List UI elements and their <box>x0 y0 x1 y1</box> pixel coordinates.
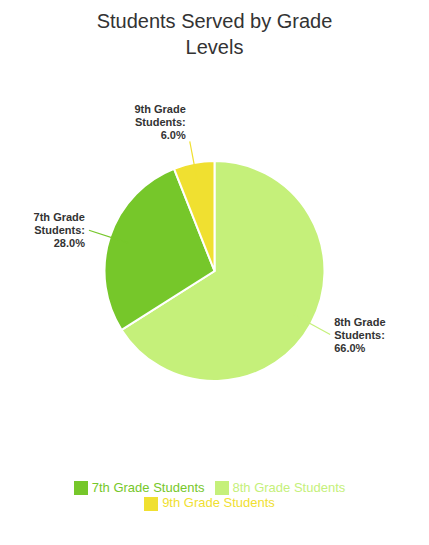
svg-text:9th GradeStudents:6.0%: 9th GradeStudents:6.0% <box>134 103 186 141</box>
html-text:7th Grade Students: 7th Grade Students <box>91 479 205 495</box>
html-text:9th Grade Students: 9th Grade Students <box>162 495 275 511</box>
html-text:Students Served by Grade Level: Students Served by Grade Levels <box>96 10 333 58</box>
svg-text:7th GradeStudents:28.0%: 7th GradeStudents:28.0% <box>34 211 86 249</box>
svg-text:8th GradeStudents:66.0%: 8th GradeStudents:66.0% <box>334 316 385 354</box>
html-text:8th Grade Students: 8th Grade Students <box>232 479 346 495</box>
